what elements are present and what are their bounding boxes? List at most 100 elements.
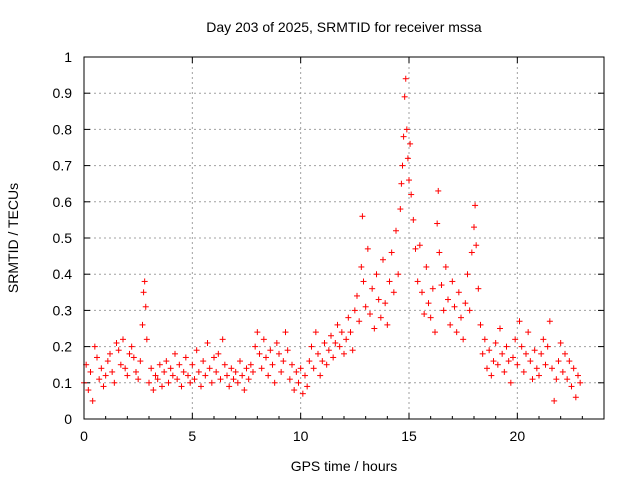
data-point	[107, 350, 113, 357]
data-point	[542, 361, 549, 368]
x-tick-label: 5	[188, 428, 196, 444]
data-point	[412, 245, 419, 252]
data-point	[124, 372, 131, 379]
data-point	[419, 289, 425, 296]
data-point	[382, 300, 389, 307]
data-point	[234, 379, 241, 386]
data-point	[265, 372, 272, 379]
data-point	[371, 325, 378, 332]
y-axis-label: SRMTID / TECUs	[5, 183, 21, 293]
data-point	[473, 242, 480, 249]
data-point	[258, 365, 265, 372]
data-point	[458, 314, 464, 321]
data-point	[404, 155, 411, 162]
y-tick-label: 0.4	[53, 266, 73, 282]
data-point	[128, 343, 135, 350]
data-point	[503, 343, 510, 350]
data-point	[341, 350, 347, 357]
y-tick-label: 1	[64, 49, 72, 65]
data-point	[445, 296, 451, 303]
data-point	[193, 347, 200, 354]
data-point	[328, 332, 334, 339]
data-point	[200, 358, 207, 365]
data-point	[349, 347, 356, 354]
data-point	[512, 336, 519, 343]
data-point	[137, 358, 144, 365]
data-point	[291, 387, 298, 394]
data-point	[400, 133, 407, 140]
data-point	[536, 372, 542, 379]
data-point	[221, 361, 228, 368]
data-point	[399, 162, 406, 169]
y-tick-label: 0	[64, 411, 72, 427]
data-point	[429, 285, 436, 292]
data-point	[195, 368, 202, 375]
data-point	[308, 343, 315, 350]
data-points	[81, 75, 584, 404]
data-point	[312, 329, 319, 336]
data-point	[204, 339, 211, 346]
data-point	[252, 343, 259, 350]
data-point	[159, 383, 165, 390]
data-point	[464, 271, 471, 278]
data-point	[141, 278, 148, 285]
data-point	[135, 376, 142, 383]
data-point	[100, 383, 107, 390]
data-point	[568, 383, 575, 390]
data-point	[557, 339, 564, 346]
data-point	[267, 347, 274, 354]
data-point	[438, 282, 445, 289]
data-point	[549, 365, 555, 372]
data-point	[126, 350, 133, 357]
data-point	[505, 358, 512, 365]
data-point	[562, 350, 568, 357]
y-tick-label: 0.5	[53, 230, 73, 246]
data-point	[388, 249, 395, 256]
data-point	[297, 365, 304, 372]
data-point	[237, 358, 243, 365]
data-point	[317, 372, 324, 379]
data-point	[403, 126, 410, 133]
data-point	[447, 321, 454, 328]
data-point	[156, 361, 163, 368]
data-point	[321, 339, 328, 346]
data-point	[407, 140, 414, 147]
data-point	[319, 358, 326, 365]
data-point	[250, 368, 256, 375]
data-point	[481, 336, 488, 343]
data-point	[224, 372, 230, 379]
data-point	[295, 379, 302, 386]
data-point	[518, 343, 525, 350]
data-point	[514, 361, 521, 368]
data-point	[152, 372, 159, 379]
data-point	[455, 289, 462, 296]
data-point	[299, 390, 306, 397]
data-point	[280, 358, 287, 365]
data-point	[510, 354, 516, 361]
data-point	[475, 285, 482, 292]
data-point	[215, 350, 222, 357]
data-point	[226, 383, 233, 390]
data-point	[286, 376, 293, 383]
data-point	[122, 365, 129, 372]
data-point	[185, 372, 191, 379]
data-point	[260, 336, 267, 343]
data-point	[414, 278, 421, 285]
data-point	[384, 321, 391, 328]
data-point	[142, 303, 149, 310]
data-point	[228, 365, 235, 372]
data-point	[466, 307, 473, 314]
data-point	[440, 307, 447, 314]
data-point	[191, 376, 198, 383]
data-point	[87, 368, 94, 375]
data-point	[109, 368, 116, 375]
data-point	[219, 336, 226, 343]
data-point	[178, 383, 185, 390]
data-point	[377, 314, 384, 321]
data-point	[243, 365, 250, 372]
data-point	[343, 336, 350, 343]
x-tick-label: 10	[293, 428, 309, 444]
data-point	[501, 368, 508, 375]
data-point	[507, 379, 514, 386]
data-point	[304, 383, 311, 390]
